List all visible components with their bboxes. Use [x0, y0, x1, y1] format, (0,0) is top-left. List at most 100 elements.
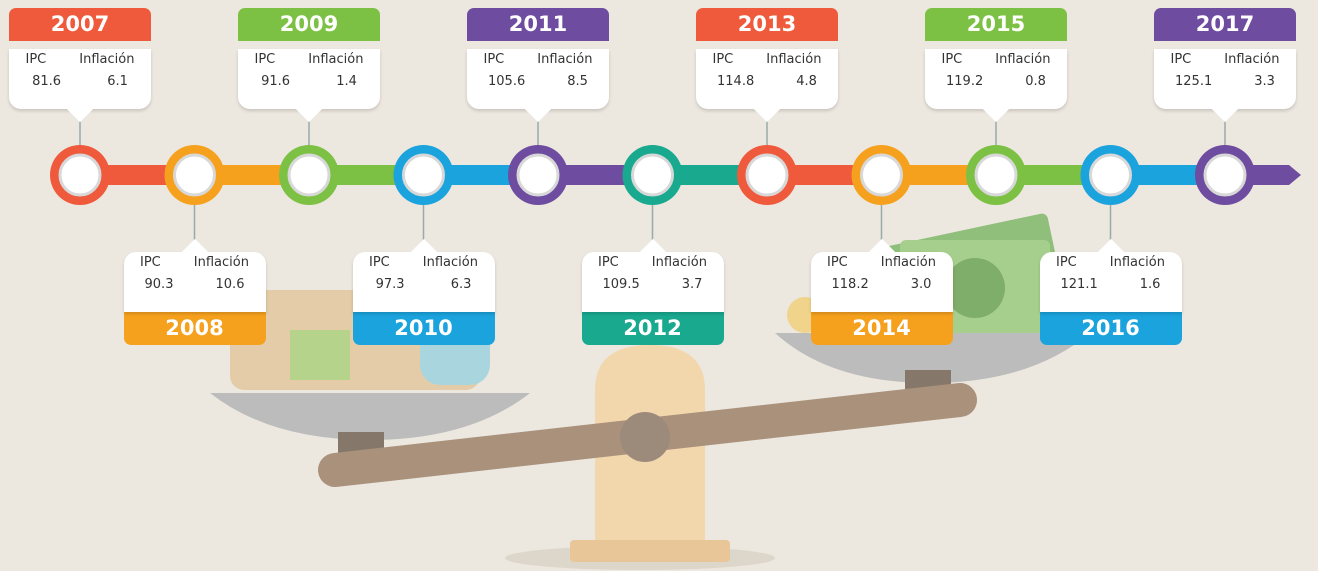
ipc-value: 90.3 — [145, 274, 174, 296]
inflacion-label: Inflación — [308, 49, 363, 71]
year-label: 2012 — [582, 312, 724, 345]
card-body: IPC Inflación 90.3 10.6 — [124, 252, 266, 312]
year-label: 2014 — [811, 312, 953, 345]
ipc-label: IPC — [598, 252, 619, 274]
card-body: IPCInflación81.6 6.1 — [9, 49, 151, 109]
label-row: IPC Inflación — [124, 252, 266, 274]
year-label: 2008 — [124, 312, 266, 345]
timeline — [50, 100, 1301, 250]
card-body: IPC Inflación 114.8 4.8 — [696, 49, 838, 109]
ipc-label: IPC — [484, 49, 505, 71]
node-inner — [175, 155, 215, 195]
node-inner — [518, 155, 558, 195]
card-body: IPC Inflación 91.6 1.4 — [238, 49, 380, 109]
ipc-value: 81.6 — [32, 71, 61, 93]
value-row: 118.23.0 — [811, 274, 953, 296]
value-row: 114.8 4.8 — [696, 71, 838, 93]
groceries — [290, 330, 350, 380]
inflacion-label: Inflación — [1224, 49, 1279, 71]
label-row: IPC Inflación — [696, 49, 838, 71]
ipc-label: IPC — [713, 49, 734, 71]
year-label: 2016 — [1040, 312, 1182, 345]
inflacion-label: Inflación — [423, 252, 478, 274]
data-card: IPC Inflación 109.5 3.7 2012 — [582, 246, 724, 345]
node-inner — [289, 155, 329, 195]
inflacion-label: Inflación — [537, 49, 592, 71]
inflacion-label: Inflación — [194, 252, 249, 274]
year-label: 2013 — [696, 8, 838, 41]
label-row: IPC Inflación — [811, 252, 953, 274]
inflacion-value: 1.4 — [336, 71, 357, 93]
node-inner — [747, 155, 787, 195]
money-coin — [945, 258, 1005, 318]
inflacion-label: Inflación — [881, 252, 936, 274]
node-inner — [404, 155, 444, 195]
data-card: 2013 IPC Inflación 114.8 4.8 — [696, 8, 838, 109]
inflacion-label: Inflación — [995, 49, 1050, 71]
label-row: IPC Inflación — [353, 252, 495, 274]
inflacion-value: 3.7 — [682, 274, 703, 296]
ipc-label: IPC — [1056, 252, 1077, 274]
value-row: 81.6 6.1 — [9, 71, 151, 93]
inflacion-value: 4.8 — [796, 71, 817, 93]
label-row: IPC Inflación — [1040, 252, 1182, 274]
year-label: 2010 — [353, 312, 495, 345]
inflacion-value: 0.8 — [1025, 71, 1046, 93]
label-row: IPC Inflación — [1154, 49, 1296, 71]
year-label: 2017 — [1154, 8, 1296, 41]
node-inner — [1091, 155, 1131, 195]
inflacion-label: Inflación — [79, 49, 134, 71]
data-card: IPC Inflación 90.3 10.6 2008 — [124, 246, 266, 345]
ipc-value: 114.8 — [717, 71, 754, 93]
label-row: IPC Inflación — [467, 49, 609, 71]
year-label: 2007 — [9, 8, 151, 41]
label-row: IPC Inflación — [925, 49, 1067, 71]
label-row: IPC Inflación — [238, 49, 380, 71]
card-body: IPC Inflación 109.5 3.7 — [582, 252, 724, 312]
inflacion-label: Inflación — [1110, 252, 1165, 274]
inflacion-value: 6.1 — [107, 71, 128, 93]
value-row: 90.3 10.6 — [124, 274, 266, 296]
ipc-label: IPC — [140, 252, 161, 274]
inflacion-label: Inflación — [652, 252, 707, 274]
ipc-value: 91.6 — [261, 71, 290, 93]
ipc-value: 125.1 — [1175, 71, 1212, 93]
node-inner — [1205, 155, 1245, 195]
node-inner — [633, 155, 673, 195]
inflacion-value: 8.5 — [567, 71, 588, 93]
ipc-label: IPC — [255, 49, 276, 71]
pivot — [620, 412, 670, 462]
ipc-label: IPC — [942, 49, 963, 71]
infographic: 2007IPCInflación81.66.1IPCInflación90.31… — [0, 0, 1318, 571]
year-label: 2009 — [238, 8, 380, 41]
inflacion-value: 6.3 — [451, 274, 472, 296]
base — [570, 540, 730, 562]
ipc-value: 109.5 — [603, 274, 640, 296]
ipc-label: IPC — [369, 252, 390, 274]
inflacion-value: 1.6 — [1140, 274, 1161, 296]
value-row: 109.5 3.7 — [582, 274, 724, 296]
inflacion-label: Inflación — [766, 49, 821, 71]
year-label: 2011 — [467, 8, 609, 41]
inflacion-value: 10.6 — [216, 274, 245, 296]
ipc-label: IPC — [1171, 49, 1192, 71]
ipc-label: IPC — [827, 252, 848, 274]
node-inner — [976, 155, 1016, 195]
node-inner — [60, 155, 100, 195]
ipc-value: 118.2 — [832, 274, 869, 296]
